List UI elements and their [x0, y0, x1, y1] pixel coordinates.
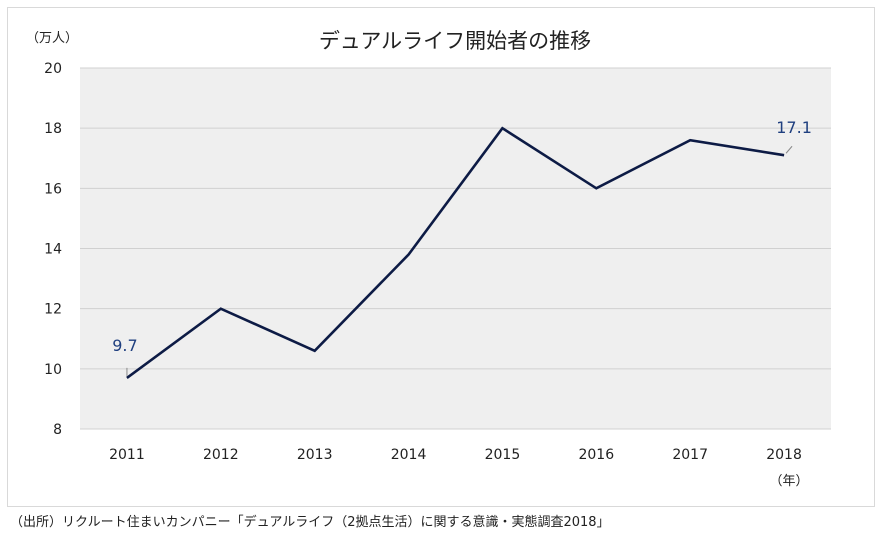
y-axis-ticks: 8 10 12 14 16 18 20 — [44, 61, 62, 438]
data-labels: 9.7 17.1 — [112, 118, 812, 376]
x-tick-label: 2015 — [485, 447, 521, 463]
y-tick-label: 8 — [53, 422, 62, 438]
x-axis-ticks: 2011 2012 2013 2014 2015 2016 2017 2018 — [109, 447, 802, 463]
x-tick-label: 2016 — [578, 447, 614, 463]
gridlines — [80, 67, 831, 430]
y-tick-label: 16 — [44, 181, 62, 197]
y-tick-label: 20 — [44, 61, 62, 77]
y-tick-label: 10 — [44, 362, 62, 378]
x-tick-label: 2013 — [297, 447, 333, 463]
data-label: 9.7 — [112, 336, 137, 355]
x-tick-label: 2017 — [672, 447, 708, 463]
y-axis-unit-label: （万人） — [26, 31, 78, 46]
series-line — [126, 126, 785, 379]
source-note: （出所）リクルート住まいカンパニー「デュアルライフ（2拠点生活）に関する意識・実… — [10, 515, 610, 530]
x-axis-unit-label: （年） — [769, 474, 808, 489]
x-tick-label: 2011 — [109, 447, 145, 463]
chart-title: デュアルライフ開始者の推移 — [319, 29, 591, 53]
x-tick-label: 2014 — [391, 447, 427, 463]
y-tick-label: 14 — [44, 242, 62, 258]
y-tick-label: 12 — [44, 302, 62, 318]
data-label: 17.1 — [776, 118, 812, 137]
data-label-leader — [785, 145, 793, 154]
y-tick-label: 18 — [44, 121, 62, 137]
x-tick-label: 2018 — [766, 447, 802, 463]
x-tick-label: 2012 — [203, 447, 239, 463]
